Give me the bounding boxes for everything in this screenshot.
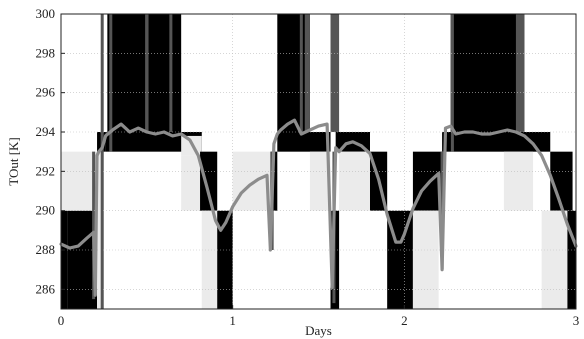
y-tick-label: 286 bbox=[36, 281, 56, 296]
plot-frame bbox=[60, 13, 577, 310]
y-tick-label: 290 bbox=[36, 203, 56, 218]
control-band-10 bbox=[200, 151, 218, 211]
x-tick-label: 0 bbox=[58, 313, 65, 328]
y-tick-label: 294 bbox=[36, 124, 56, 139]
control-band-13 bbox=[232, 151, 271, 211]
x-tick-label: 1 bbox=[229, 313, 236, 328]
control-band-16 bbox=[277, 14, 310, 132]
control-band-32 bbox=[541, 210, 568, 309]
ticks-layer: 0 1 2 3 286 288 290 292 294 296 298 300 bbox=[36, 6, 580, 328]
y-tick-label: 298 bbox=[36, 45, 56, 60]
control-band-9 bbox=[181, 155, 201, 211]
control-band-17 bbox=[304, 14, 310, 132]
x-axis-label: Days bbox=[305, 323, 332, 338]
control-band-31 bbox=[550, 151, 573, 211]
control-band-6 bbox=[107, 14, 182, 132]
control-band-30 bbox=[503, 151, 534, 211]
control-band-33 bbox=[567, 210, 576, 309]
y-tick-label: 296 bbox=[36, 85, 56, 100]
control-band-2 bbox=[61, 151, 98, 211]
control-band-0 bbox=[61, 210, 68, 309]
y-tick-label: 292 bbox=[36, 163, 56, 178]
control-band-7 bbox=[145, 14, 149, 132]
tout-series-line bbox=[59, 118, 578, 297]
y-tick-label: 300 bbox=[36, 6, 56, 21]
bands-layer bbox=[61, 14, 576, 309]
y-axis-label: TOut [K] bbox=[6, 137, 21, 186]
control-band-28 bbox=[450, 14, 525, 132]
control-band-15 bbox=[277, 132, 331, 152]
x-tick-label: 3 bbox=[573, 313, 580, 328]
control-band-22 bbox=[339, 151, 370, 211]
control-band-12 bbox=[217, 210, 233, 309]
y-tick-label: 288 bbox=[36, 242, 56, 257]
control-band-5 bbox=[105, 132, 202, 152]
control-band-3 bbox=[97, 151, 104, 309]
control-band-11 bbox=[201, 210, 218, 309]
control-band-18 bbox=[330, 14, 340, 132]
control-band-29 bbox=[515, 14, 525, 132]
control-band-19 bbox=[309, 151, 331, 211]
x-tick-label: 2 bbox=[401, 313, 408, 328]
control-band-26 bbox=[412, 210, 439, 309]
series-layer bbox=[59, 118, 578, 297]
